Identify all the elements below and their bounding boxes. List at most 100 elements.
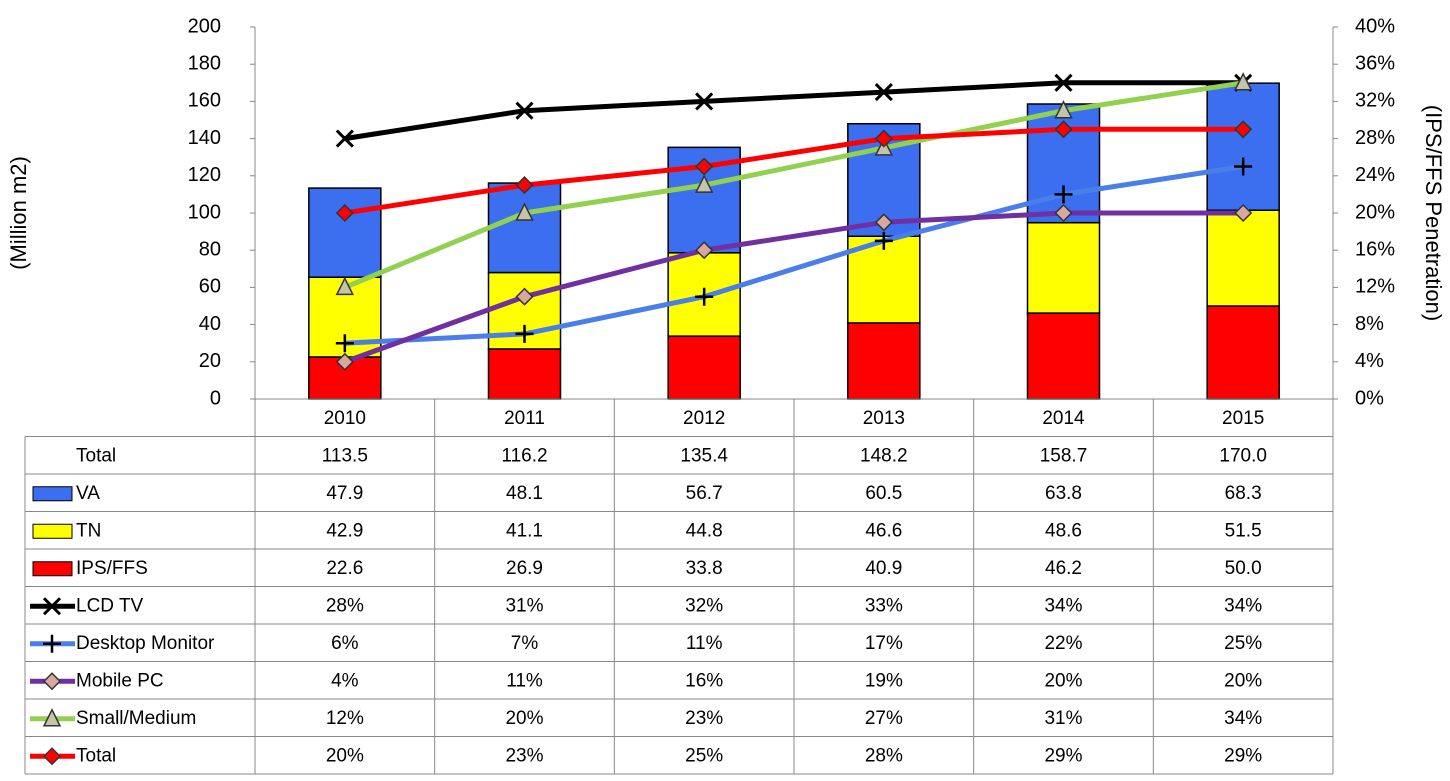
table-cell: 51.5: [1225, 520, 1262, 541]
marker: [874, 83, 893, 102]
marker: [515, 176, 534, 195]
legend-marker: [42, 708, 62, 727]
table-cell: 135.4: [680, 445, 728, 466]
table-cell: 22.6: [326, 558, 363, 579]
bar-segment: [1206, 82, 1280, 211]
series-line: [344, 164, 1244, 346]
table-cell: 16%: [685, 670, 723, 691]
y-tick-label: 140: [188, 127, 221, 149]
marker: [1054, 100, 1073, 119]
table-cell: 27%: [865, 708, 903, 729]
marker: [515, 287, 534, 306]
marker: [1054, 203, 1073, 223]
legend-label: IPS/FFS: [76, 558, 148, 579]
y-tick-label: 0: [210, 387, 221, 409]
legend-marker: [42, 597, 62, 616]
marker: [1234, 157, 1253, 176]
table-cell: 63.8: [1045, 483, 1082, 504]
y-tick-label: 180: [188, 52, 221, 74]
table-cell: 22%: [1044, 633, 1082, 654]
y-tick-label: 160: [188, 90, 221, 112]
bar-segment: [667, 335, 741, 400]
y-tick-label: 100: [188, 201, 221, 223]
table-cell: 28%: [326, 595, 364, 616]
x-tick-label: 2012: [683, 408, 725, 429]
y2-tick-label: 8%: [1355, 313, 1384, 335]
bar-segment: [1206, 305, 1280, 400]
table-cell: 20%: [1044, 670, 1082, 691]
x-tick-label: 2013: [863, 408, 905, 429]
y2-tick-label: 24%: [1355, 164, 1395, 186]
marker: [1234, 203, 1253, 223]
marker: [515, 101, 534, 120]
marker: [1054, 73, 1073, 92]
table-cell: 170.0: [1219, 445, 1267, 466]
table-cell: 23%: [685, 708, 723, 729]
table-cell: 11%: [686, 633, 723, 654]
legend-label: TN: [76, 520, 101, 541]
legend-marker: [43, 634, 61, 653]
marker: [335, 334, 354, 353]
marker: [874, 129, 893, 148]
legend-marker: [42, 747, 62, 766]
table-cell: 29%: [1224, 745, 1262, 766]
table-cell: 148.2: [860, 445, 908, 466]
table-cell: 33%: [865, 595, 903, 616]
table-cell: 34%: [1224, 595, 1262, 616]
marker: [335, 352, 354, 371]
table-cell: 17%: [865, 633, 903, 654]
y2-tick-label: 32%: [1355, 90, 1395, 112]
legend-label: Mobile PC: [76, 670, 164, 691]
y2-tick-label: 4%: [1355, 350, 1384, 372]
y2-axis-title: (IPS/FFS Penetration): [1421, 105, 1446, 321]
table-cell: 28%: [865, 745, 903, 766]
table-cell: 50.0: [1225, 558, 1262, 579]
marker: [695, 92, 714, 111]
series-line: [343, 80, 1244, 290]
series-line: [344, 80, 1244, 142]
table-cell: 25%: [685, 745, 723, 766]
table-cell: 4%: [331, 670, 359, 691]
legend-label: Total: [76, 745, 116, 766]
table-cell: 32%: [685, 595, 723, 616]
table-cell: 34%: [1044, 595, 1082, 616]
series-line: [344, 126, 1244, 216]
y-tick-label: 120: [188, 164, 221, 186]
table-cell: 25%: [1224, 633, 1262, 654]
table-cell: 23%: [505, 745, 543, 766]
table-cell: 20%: [505, 708, 543, 729]
y2-tick-label: 16%: [1355, 238, 1395, 260]
legend-label: Small/Medium: [76, 708, 196, 729]
table-cell: 11%: [506, 670, 543, 691]
bar-segment: [1026, 221, 1101, 314]
y2-tick-label: 0%: [1355, 387, 1384, 409]
bar-segment: [308, 187, 382, 278]
marker: [694, 174, 714, 193]
table-cell: 31%: [505, 595, 543, 616]
y2-tick-label: 12%: [1355, 276, 1395, 298]
table-cell: 7%: [511, 633, 539, 654]
marker: [1054, 120, 1073, 139]
marker: [874, 231, 893, 250]
y-tick-label: 60: [199, 276, 221, 298]
bar-segment: [487, 182, 562, 274]
table-cell: 12%: [326, 708, 364, 729]
table-cell: 68.3: [1225, 483, 1262, 504]
y-tick-label: 20: [199, 350, 221, 372]
y2-tick-label: 28%: [1355, 127, 1395, 149]
legend-swatch: [32, 486, 73, 502]
table-cell: 44.8: [686, 520, 723, 541]
marker: [335, 203, 354, 223]
legend-swatch: [32, 561, 73, 577]
table-cell: 46.6: [865, 520, 902, 541]
marker: [1234, 120, 1253, 139]
table-cell: 47.9: [326, 483, 363, 504]
bar-segment: [1026, 312, 1101, 400]
marker: [335, 276, 355, 296]
y-axis-title: (Million m2): [6, 156, 31, 270]
bar-segment: [1206, 209, 1280, 307]
y-tick-label: 80: [199, 238, 221, 260]
legend-marker: [42, 672, 62, 691]
table-cell: 48.6: [1045, 520, 1082, 541]
marker: [1054, 185, 1073, 204]
